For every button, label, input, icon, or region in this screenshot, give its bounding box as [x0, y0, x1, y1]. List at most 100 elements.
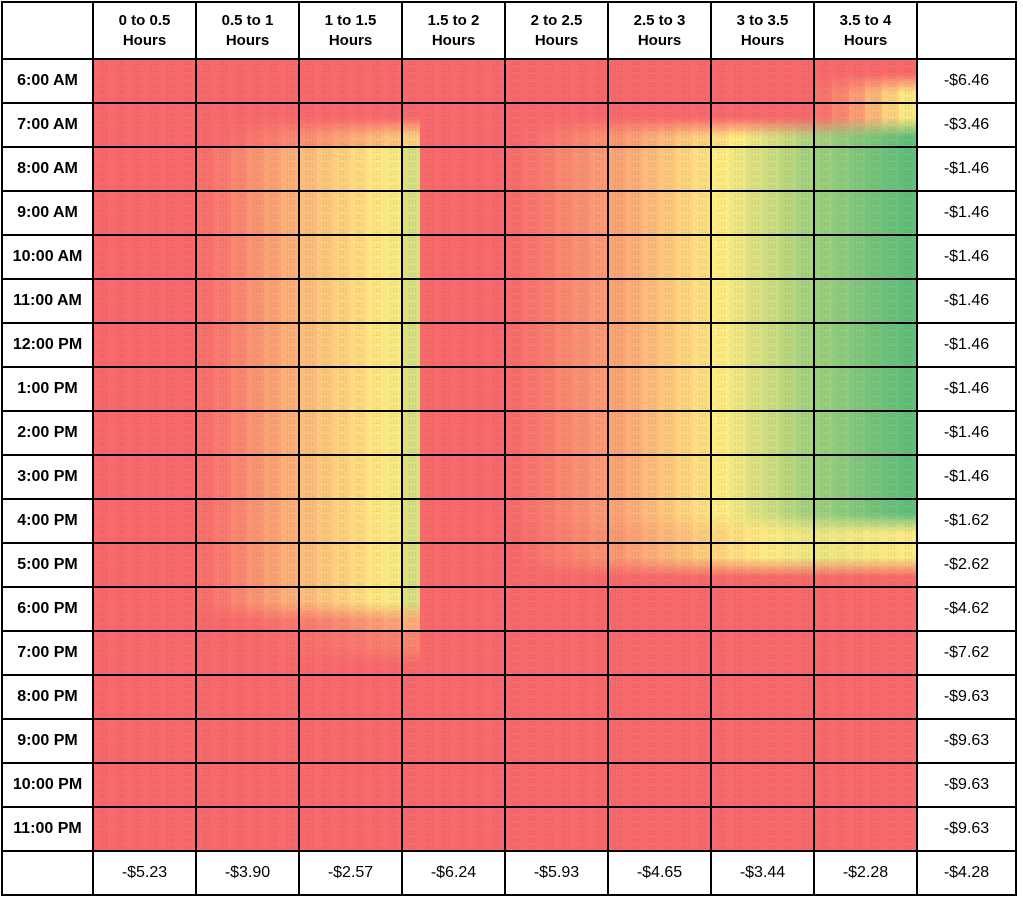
- heat-cell[interactable]: 111 111 111 111 111 111 111 111 111 111 1…: [401, 806, 506, 852]
- heat-cell[interactable]: 111 111 111 111 111 111 111 111 111 111 1…: [607, 410, 712, 456]
- row-label[interactable]: 4:00 PM: [1, 498, 94, 544]
- heat-cell[interactable]: 111 111 111 111 111 111 111 111 111 111 1…: [195, 190, 300, 236]
- heat-cell[interactable]: 111 111 111 111 111 111 111 111 111 111 1…: [92, 366, 197, 412]
- heat-cell[interactable]: 111 111 111 111 111 111 111 111 111 111 1…: [710, 454, 815, 500]
- heat-cell[interactable]: 111 111 111 111 111 111 111 111 111 111 1…: [504, 190, 609, 236]
- heat-cell[interactable]: 111 111 111 111 111 111 111 111 111 111 1…: [710, 586, 815, 632]
- heat-cell[interactable]: 111 111 111 111 111 111 111 111 111 111 1…: [504, 498, 609, 544]
- heat-cell[interactable]: 111 111 111 111 111 111 111 111 111 111 1…: [401, 102, 506, 148]
- heat-cell[interactable]: 111 111 111 111 111 111 111 111 111 111 1…: [298, 762, 403, 808]
- heat-cell[interactable]: 111 111 111 111 111 111 111 111 111 111 1…: [607, 102, 712, 148]
- heat-cell[interactable]: 111 111 111 111 111 111 111 111 111 111 1…: [607, 806, 712, 852]
- heat-cell[interactable]: 111 111 111 111 111 111 111 111 111 111 1…: [813, 806, 918, 852]
- heat-cell[interactable]: 111 111 111 111 111 111 111 111 111 111 1…: [298, 718, 403, 764]
- heat-cell[interactable]: 111 111 111 111 111 111 111 111 111 111 1…: [710, 542, 815, 588]
- heat-cell[interactable]: 111 111 111 111 111 111 111 111 111 111 1…: [504, 58, 609, 104]
- heat-cell[interactable]: 111 111 111 111 111 111 111 111 111 111 1…: [195, 806, 300, 852]
- heat-cell[interactable]: 111 111 111 111 111 111 111 111 111 111 1…: [607, 630, 712, 676]
- row-label[interactable]: 11:00 PM: [1, 806, 94, 852]
- heat-cell[interactable]: 111 111 111 111 111 111 111 111 111 111 1…: [813, 498, 918, 544]
- heat-cell[interactable]: 111 111 111 111 111 111 111 111 111 111 1…: [92, 498, 197, 544]
- heat-cell[interactable]: 111 111 111 111 111 111 111 111 111 111 1…: [710, 630, 815, 676]
- grand-total[interactable]: -$4.28: [916, 850, 1017, 896]
- heat-cell[interactable]: 111 111 111 111 111 111 111 111 111 111 1…: [607, 234, 712, 280]
- heat-cell[interactable]: 111 111 111 111 111 111 111 111 111 111 1…: [92, 410, 197, 456]
- heat-cell[interactable]: 111 111 111 111 111 111 111 111 111 111 1…: [92, 322, 197, 368]
- heat-cell[interactable]: 111 111 111 111 111 111 111 111 111 111 1…: [813, 322, 918, 368]
- heat-cell[interactable]: 111 111 111 111 111 111 111 111 111 111 1…: [401, 542, 506, 588]
- row-label[interactable]: 6:00 AM: [1, 58, 94, 104]
- row-label[interactable]: 7:00 PM: [1, 630, 94, 676]
- heat-cell[interactable]: 111 111 111 111 111 111 111 111 111 111 1…: [813, 58, 918, 104]
- heat-cell[interactable]: 111 111 111 111 111 111 111 111 111 111 1…: [813, 410, 918, 456]
- heat-cell[interactable]: 111 111 111 111 111 111 111 111 111 111 1…: [813, 366, 918, 412]
- heat-cell[interactable]: 111 111 111 111 111 111 111 111 111 111 1…: [195, 762, 300, 808]
- row-total[interactable]: -$2.62: [916, 542, 1017, 588]
- heat-cell[interactable]: 111 111 111 111 111 111 111 111 111 111 1…: [195, 102, 300, 148]
- heat-cell[interactable]: 111 111 111 111 111 111 111 111 111 111 1…: [401, 146, 506, 192]
- heat-cell[interactable]: 111 111 111 111 111 111 111 111 111 111 1…: [710, 322, 815, 368]
- row-label[interactable]: 9:00 AM: [1, 190, 94, 236]
- row-label[interactable]: 10:00 AM: [1, 234, 94, 280]
- heat-cell[interactable]: 111 111 111 111 111 111 111 111 111 111 1…: [92, 762, 197, 808]
- heat-cell[interactable]: 111 111 111 111 111 111 111 111 111 111 1…: [401, 454, 506, 500]
- heat-cell[interactable]: 111 111 111 111 111 111 111 111 111 111 1…: [298, 542, 403, 588]
- col-header-3[interactable]: 1.5 to 2 Hours: [401, 1, 506, 60]
- heat-cell[interactable]: 111 111 111 111 111 111 111 111 111 111 1…: [92, 58, 197, 104]
- heat-cell[interactable]: 111 111 111 111 111 111 111 111 111 111 1…: [504, 586, 609, 632]
- col-total-6[interactable]: -$3.44: [710, 850, 815, 896]
- heat-cell[interactable]: 111 111 111 111 111 111 111 111 111 111 1…: [92, 718, 197, 764]
- row-total[interactable]: -$1.46: [916, 190, 1017, 236]
- row-label[interactable]: 10:00 PM: [1, 762, 94, 808]
- heat-cell[interactable]: 111 111 111 111 111 111 111 111 111 111 1…: [710, 58, 815, 104]
- heat-cell[interactable]: 111 111 111 111 111 111 111 111 111 111 1…: [298, 366, 403, 412]
- heat-cell[interactable]: 111 111 111 111 111 111 111 111 111 111 1…: [195, 498, 300, 544]
- heat-cell[interactable]: 111 111 111 111 111 111 111 111 111 111 1…: [195, 718, 300, 764]
- heat-cell[interactable]: 111 111 111 111 111 111 111 111 111 111 1…: [195, 410, 300, 456]
- heat-cell[interactable]: 111 111 111 111 111 111 111 111 111 111 1…: [813, 278, 918, 324]
- heat-cell[interactable]: 111 111 111 111 111 111 111 111 111 111 1…: [401, 630, 506, 676]
- heat-cell[interactable]: 111 111 111 111 111 111 111 111 111 111 1…: [195, 454, 300, 500]
- heat-cell[interactable]: 111 111 111 111 111 111 111 111 111 111 1…: [504, 146, 609, 192]
- heat-cell[interactable]: 111 111 111 111 111 111 111 111 111 111 1…: [813, 234, 918, 280]
- heat-cell[interactable]: 111 111 111 111 111 111 111 111 111 111 1…: [92, 234, 197, 280]
- heat-cell[interactable]: 111 111 111 111 111 111 111 111 111 111 1…: [298, 190, 403, 236]
- heat-cell[interactable]: 111 111 111 111 111 111 111 111 111 111 1…: [92, 630, 197, 676]
- col-total-7[interactable]: -$2.28: [813, 850, 918, 896]
- col-header-6[interactable]: 3 to 3.5 Hours: [710, 1, 815, 60]
- heat-cell[interactable]: 111 111 111 111 111 111 111 111 111 111 1…: [607, 454, 712, 500]
- heat-cell[interactable]: 111 111 111 111 111 111 111 111 111 111 1…: [298, 586, 403, 632]
- heat-cell[interactable]: 111 111 111 111 111 111 111 111 111 111 1…: [298, 498, 403, 544]
- row-total[interactable]: -$1.46: [916, 234, 1017, 280]
- heat-cell[interactable]: 111 111 111 111 111 111 111 111 111 111 1…: [504, 630, 609, 676]
- col-total-2[interactable]: -$2.57: [298, 850, 403, 896]
- heat-cell[interactable]: 111 111 111 111 111 111 111 111 111 111 1…: [298, 322, 403, 368]
- heat-cell[interactable]: 111 111 111 111 111 111 111 111 111 111 1…: [607, 586, 712, 632]
- heat-cell[interactable]: 111 111 111 111 111 111 111 111 111 111 1…: [504, 234, 609, 280]
- heat-cell[interactable]: 111 111 111 111 111 111 111 111 111 111 1…: [504, 322, 609, 368]
- row-label[interactable]: 2:00 PM: [1, 410, 94, 456]
- col-header-2[interactable]: 1 to 1.5 Hours: [298, 1, 403, 60]
- heat-cell[interactable]: 111 111 111 111 111 111 111 111 111 111 1…: [607, 762, 712, 808]
- heat-cell[interactable]: 111 111 111 111 111 111 111 111 111 111 1…: [607, 498, 712, 544]
- heat-cell[interactable]: 111 111 111 111 111 111 111 111 111 111 1…: [504, 454, 609, 500]
- heat-cell[interactable]: 111 111 111 111 111 111 111 111 111 111 1…: [92, 586, 197, 632]
- heat-cell[interactable]: 111 111 111 111 111 111 111 111 111 111 1…: [607, 542, 712, 588]
- col-header-0[interactable]: 0 to 0.5 Hours: [92, 1, 197, 60]
- heat-cell[interactable]: 111 111 111 111 111 111 111 111 111 111 1…: [92, 190, 197, 236]
- heat-cell[interactable]: 111 111 111 111 111 111 111 111 111 111 1…: [710, 278, 815, 324]
- row-total[interactable]: -$9.63: [916, 806, 1017, 852]
- heat-cell[interactable]: 111 111 111 111 111 111 111 111 111 111 1…: [298, 146, 403, 192]
- row-label[interactable]: 8:00 AM: [1, 146, 94, 192]
- col-header-7[interactable]: 3.5 to 4 Hours: [813, 1, 918, 60]
- heat-cell[interactable]: 111 111 111 111 111 111 111 111 111 111 1…: [195, 366, 300, 412]
- heat-cell[interactable]: 111 111 111 111 111 111 111 111 111 111 1…: [710, 366, 815, 412]
- heat-cell[interactable]: 111 111 111 111 111 111 111 111 111 111 1…: [195, 542, 300, 588]
- heat-cell[interactable]: 111 111 111 111 111 111 111 111 111 111 1…: [401, 586, 506, 632]
- row-label[interactable]: 7:00 AM: [1, 102, 94, 148]
- row-total[interactable]: -$9.63: [916, 674, 1017, 720]
- col-header-4[interactable]: 2 to 2.5 Hours: [504, 1, 609, 60]
- heat-cell[interactable]: 111 111 111 111 111 111 111 111 111 111 1…: [607, 718, 712, 764]
- col-header-5[interactable]: 2.5 to 3 Hours: [607, 1, 712, 60]
- col-total-4[interactable]: -$5.93: [504, 850, 609, 896]
